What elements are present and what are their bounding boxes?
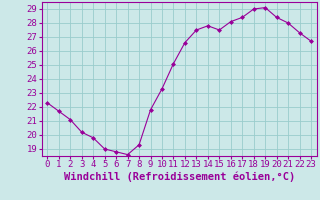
X-axis label: Windchill (Refroidissement éolien,°C): Windchill (Refroidissement éolien,°C) <box>64 172 295 182</box>
